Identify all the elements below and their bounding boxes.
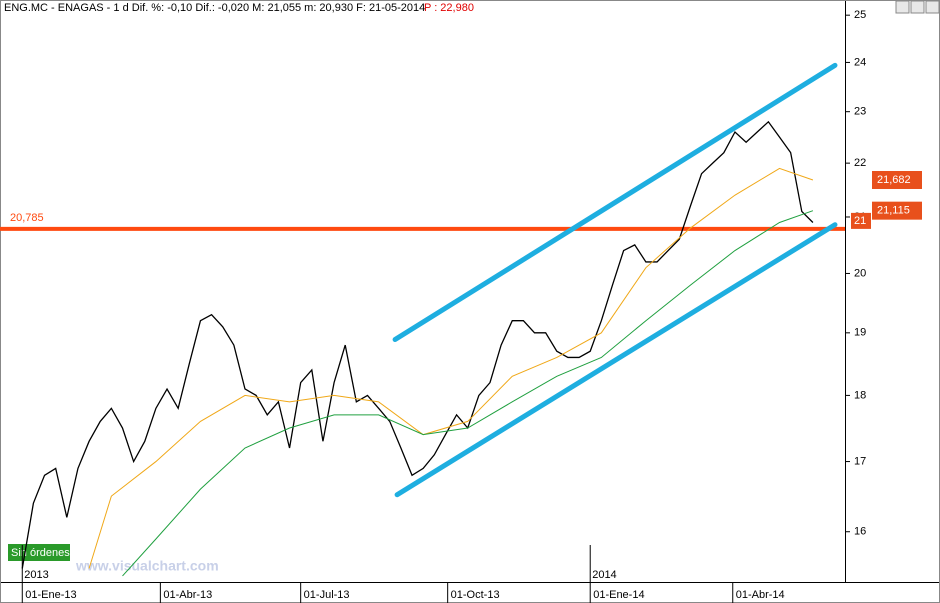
value-tag: 21,682 xyxy=(877,174,911,186)
y-tick-label: 20 xyxy=(854,267,866,279)
y-tick-label: 23 xyxy=(854,106,866,118)
y-tick-label: 18 xyxy=(854,389,866,401)
value-tag-box xyxy=(872,201,922,220)
orders-badge-box xyxy=(8,544,70,561)
watermark: www.visualchart.com xyxy=(75,558,219,574)
minimize-button[interactable] xyxy=(895,0,910,14)
x-tick-label: 01-Abr-13 xyxy=(163,589,212,601)
y-tick-label: 16 xyxy=(854,526,866,538)
channel-line xyxy=(394,222,838,498)
year-label: 2013 xyxy=(24,569,48,581)
year-label: 2014 xyxy=(592,569,616,581)
price-line xyxy=(21,120,814,569)
cursor-price: P : 22,980 xyxy=(424,2,474,14)
window-buttons[interactable] xyxy=(895,0,940,14)
close-button[interactable] xyxy=(925,0,940,14)
y-tick-label: 22 xyxy=(854,157,866,169)
x-tick-label: 01-Ene-14 xyxy=(593,589,644,601)
y-tick-label: 19 xyxy=(854,327,866,339)
value-tag-box xyxy=(872,170,922,189)
last-price-box xyxy=(851,212,871,229)
x-tick-label: 01-Jul-13 xyxy=(304,589,350,601)
x-tick-label: 01-Oct-13 xyxy=(451,589,500,601)
price-line xyxy=(88,167,814,569)
maximize-button[interactable] xyxy=(910,0,925,14)
orders-badge: Sin órdenes xyxy=(11,547,70,559)
last-price-tag: 21 xyxy=(854,215,866,227)
x-tick-label: 01-Ene-13 xyxy=(25,589,76,601)
channel-line xyxy=(392,62,838,343)
header: ENG.MC - ENAGAS - 1 d Dif. %: -0,10 Dif.… xyxy=(4,2,425,14)
support-label: 20,785 xyxy=(10,212,44,224)
x-tick-label: 01-Abr-14 xyxy=(736,589,785,601)
value-tag: 21,115 xyxy=(877,205,910,217)
y-tick-label: 24 xyxy=(854,56,866,68)
y-tick-label: 17 xyxy=(854,455,866,467)
price-line xyxy=(122,210,814,577)
y-tick-label: 25 xyxy=(854,9,866,21)
